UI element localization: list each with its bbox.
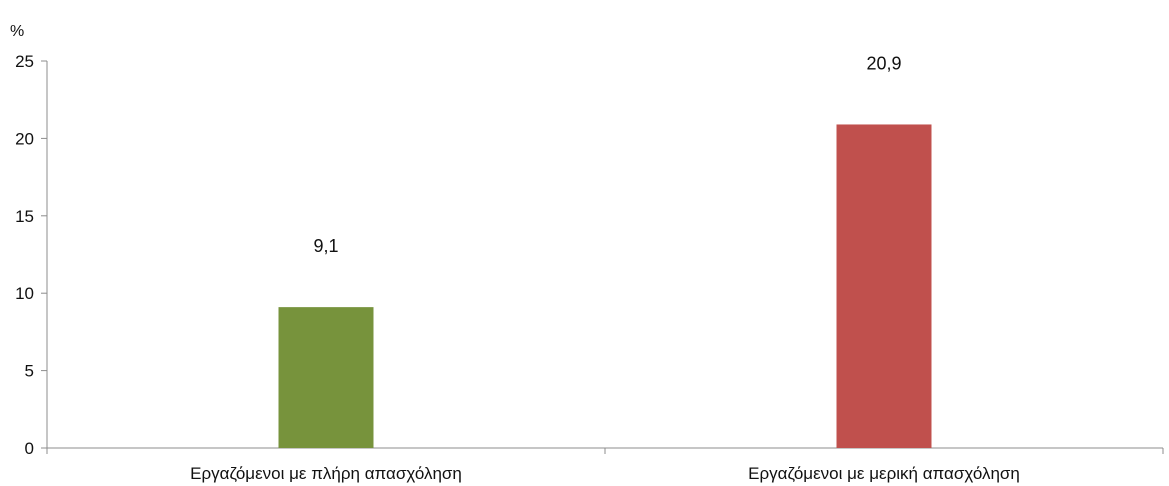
bars [278,124,932,448]
y-tick-label: 5 [25,362,34,381]
y-axis-unit-label: % [10,23,24,40]
bar-1 [278,307,374,448]
category-labels: Εργαζόμενοι με πλήρη απασχόληση Εργαζόμεν… [190,464,1020,483]
data-labels: 9,1 20,9 [313,53,901,256]
y-tick-label: 15 [15,207,34,226]
y-axis-ticks: 0 5 10 15 20 25 [15,52,47,458]
category-label-1: Εργαζόμενοι με πλήρη απασχόληση [190,464,462,483]
y-tick-label: 25 [15,52,34,71]
bar-2 [836,124,932,448]
y-tick-label: 0 [25,439,34,458]
category-label-2: Εργαζόμενοι με μερική απασχόληση [748,464,1020,483]
x-axis-ticks [46,448,1164,454]
y-tick-label: 10 [15,284,34,303]
data-label-1: 9,1 [313,236,338,256]
data-label-2: 20,9 [866,53,901,73]
y-tick-label: 20 [15,129,34,148]
